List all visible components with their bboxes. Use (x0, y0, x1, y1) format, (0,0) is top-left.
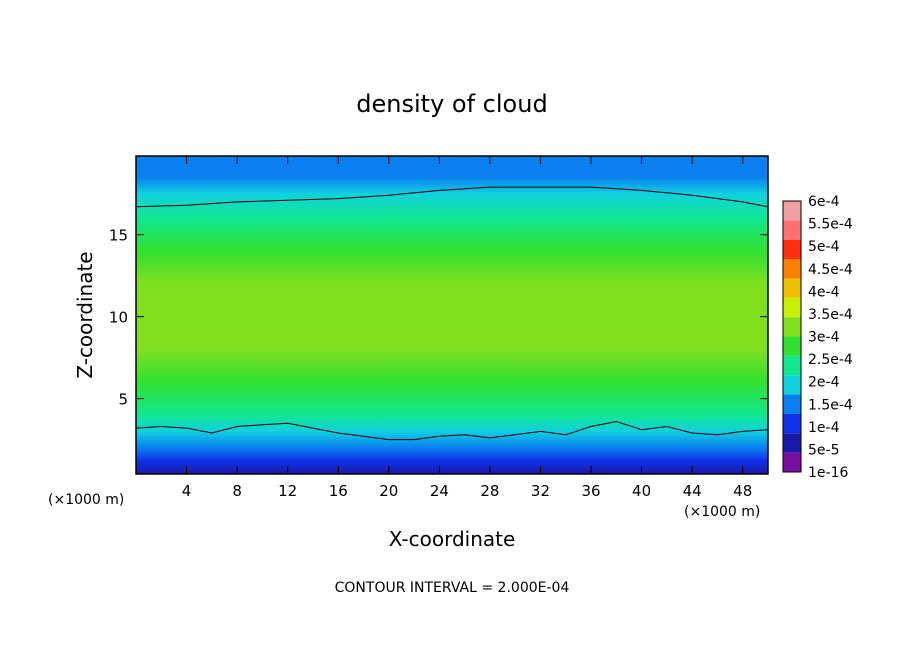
chart-title: density of cloud (356, 90, 547, 118)
colorbar-swatch-1 (783, 433, 801, 453)
x-tick-label-32: 32 (531, 482, 550, 500)
x-unit-right: (×1000 m) (684, 504, 760, 520)
colorbar-swatch-7 (783, 317, 801, 337)
contour-lines (136, 186, 768, 441)
x-axis: 4 8 12 16 20 24 28 32 36 40 44 48 (182, 156, 752, 500)
x-tick-label-28: 28 (480, 482, 499, 500)
colorbar-swatch-2 (783, 413, 801, 434)
colorbar-label-7: 3.5e-4 (808, 307, 853, 323)
colorbar-swatch-9 (783, 278, 801, 298)
plot-area (136, 156, 768, 474)
x-unit-left: (×1000 m) (48, 492, 124, 508)
contour-line-0 (136, 186, 768, 208)
colorbar-label-8: 4e-4 (808, 284, 840, 300)
y-tick-label-15: 15 (109, 227, 128, 245)
colorbar-label-4: 2e-4 (808, 375, 840, 391)
x-tick-label-40: 40 (632, 482, 651, 500)
x-axis-label: X-coordinate (389, 527, 516, 551)
colorbar-label-12: 6e-4 (808, 194, 840, 210)
x-tick-label-4: 4 (182, 482, 192, 500)
colorbar-swatch-4 (783, 375, 801, 395)
contour-interval-note: CONTOUR INTERVAL = 2.000E-04 (335, 580, 570, 596)
y-axis: 5 10 15 (109, 227, 768, 409)
colorbar-swatch-3 (783, 394, 801, 414)
x-tick-label-16: 16 (329, 482, 348, 500)
x-tick-label-24: 24 (430, 482, 449, 500)
y-tick-label-5: 5 (118, 391, 128, 409)
colorbar-label-3: 1.5e-4 (808, 397, 853, 413)
x-tick-label-8: 8 (232, 482, 242, 500)
colorbar: 1e-16 5e-5 1e-4 1.5e-4 2e-4 2.5e-4 3e-4 3.5e-4 4… (782, 194, 853, 481)
colorbar-label-5: 2.5e-4 (808, 352, 853, 368)
colorbar-label-6: 3e-4 (808, 330, 840, 346)
colorbar-label-11: 5.5e-4 (808, 217, 853, 233)
x-tick-label-20: 20 (379, 482, 398, 500)
colorbar-swatch-8 (783, 297, 801, 318)
colorbar-label-2: 1e-4 (808, 420, 840, 436)
density-field (136, 156, 768, 474)
colorbar-label-9: 4.5e-4 (808, 262, 853, 278)
colorbar-label-10: 5e-4 (808, 239, 840, 255)
y-tick-label-10: 10 (109, 309, 128, 327)
x-tick-label-36: 36 (581, 482, 600, 500)
plot-frame (135, 155, 769, 475)
colorbar-swatch-13 (783, 201, 801, 221)
x-tick-label-12: 12 (278, 482, 297, 500)
colorbar-swatch-0 (783, 452, 801, 472)
colorbar-label-0: 1e-16 (808, 465, 848, 481)
colorbar-swatch-11 (783, 239, 801, 260)
colorbar-swatch-12 (783, 220, 801, 240)
colorbar-label-1: 5e-5 (808, 442, 839, 458)
colorbar-swatch-5 (783, 355, 801, 376)
y-axis-label: Z-coordinate (73, 251, 97, 378)
colorbar-swatch-6 (783, 336, 801, 356)
colorbar-frame (782, 200, 802, 473)
x-tick-label-48: 48 (733, 482, 752, 500)
colorbar-swatch-10 (783, 259, 801, 279)
x-tick-label-44: 44 (683, 482, 702, 500)
contour-line-1 (136, 420, 768, 441)
